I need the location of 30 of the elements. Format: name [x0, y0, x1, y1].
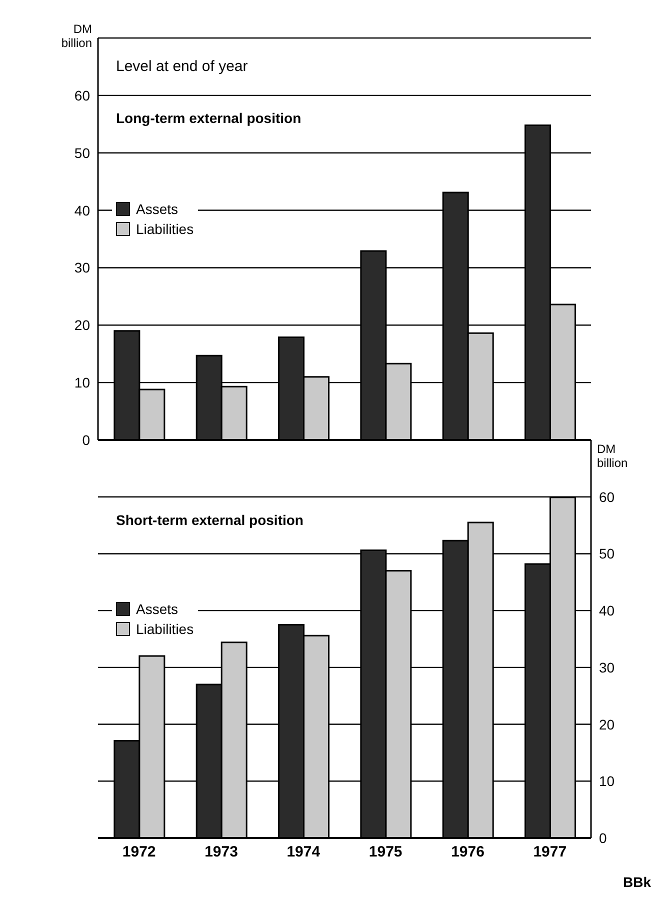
y2-tick-label: 0 — [599, 830, 607, 846]
x-tick-label: 1975 — [368, 844, 402, 861]
x-tick-label: 1974 — [286, 844, 321, 861]
text: Long-term external position — [112, 110, 306, 126]
y-tick-label: 40 — [74, 202, 90, 218]
y-tick-label: 20 — [74, 317, 90, 334]
y-tick-label: 30 — [74, 260, 90, 276]
y-axis-title: DM billion — [60, 22, 92, 50]
x-tick-label: 1973 — [204, 844, 238, 861]
y2-tick-label: 60 — [599, 488, 615, 505]
x-tick-label: 1976 — [451, 844, 484, 861]
legend-label: Assets — [136, 601, 178, 618]
y-tick-label: 60 — [74, 87, 90, 104]
y2-tick-label: 40 — [599, 602, 615, 619]
y2-tick-label: 20 — [599, 716, 615, 732]
y-tick-label: 50 — [74, 144, 90, 161]
annotation: Level at end of year — [112, 58, 252, 76]
y2-tick-label: 50 — [599, 546, 615, 562]
legend-label: Assets — [136, 200, 178, 217]
x-tick-label: 1972 — [122, 844, 156, 861]
y-tick-label: 10 — [74, 374, 90, 391]
y2-tick-label: 10 — [599, 773, 615, 790]
x-tick-label: 1977 — [533, 844, 567, 861]
y2-tick-label: 30 — [599, 659, 615, 676]
y2-axis-title: DM billion — [597, 442, 629, 470]
text: BBk — [622, 874, 651, 890]
legend-label: Liabilities — [136, 220, 194, 237]
legend-label: Liabilities — [136, 621, 194, 638]
y-tick-label: 0 — [82, 432, 90, 448]
text: Short-term external position — [112, 512, 308, 528]
